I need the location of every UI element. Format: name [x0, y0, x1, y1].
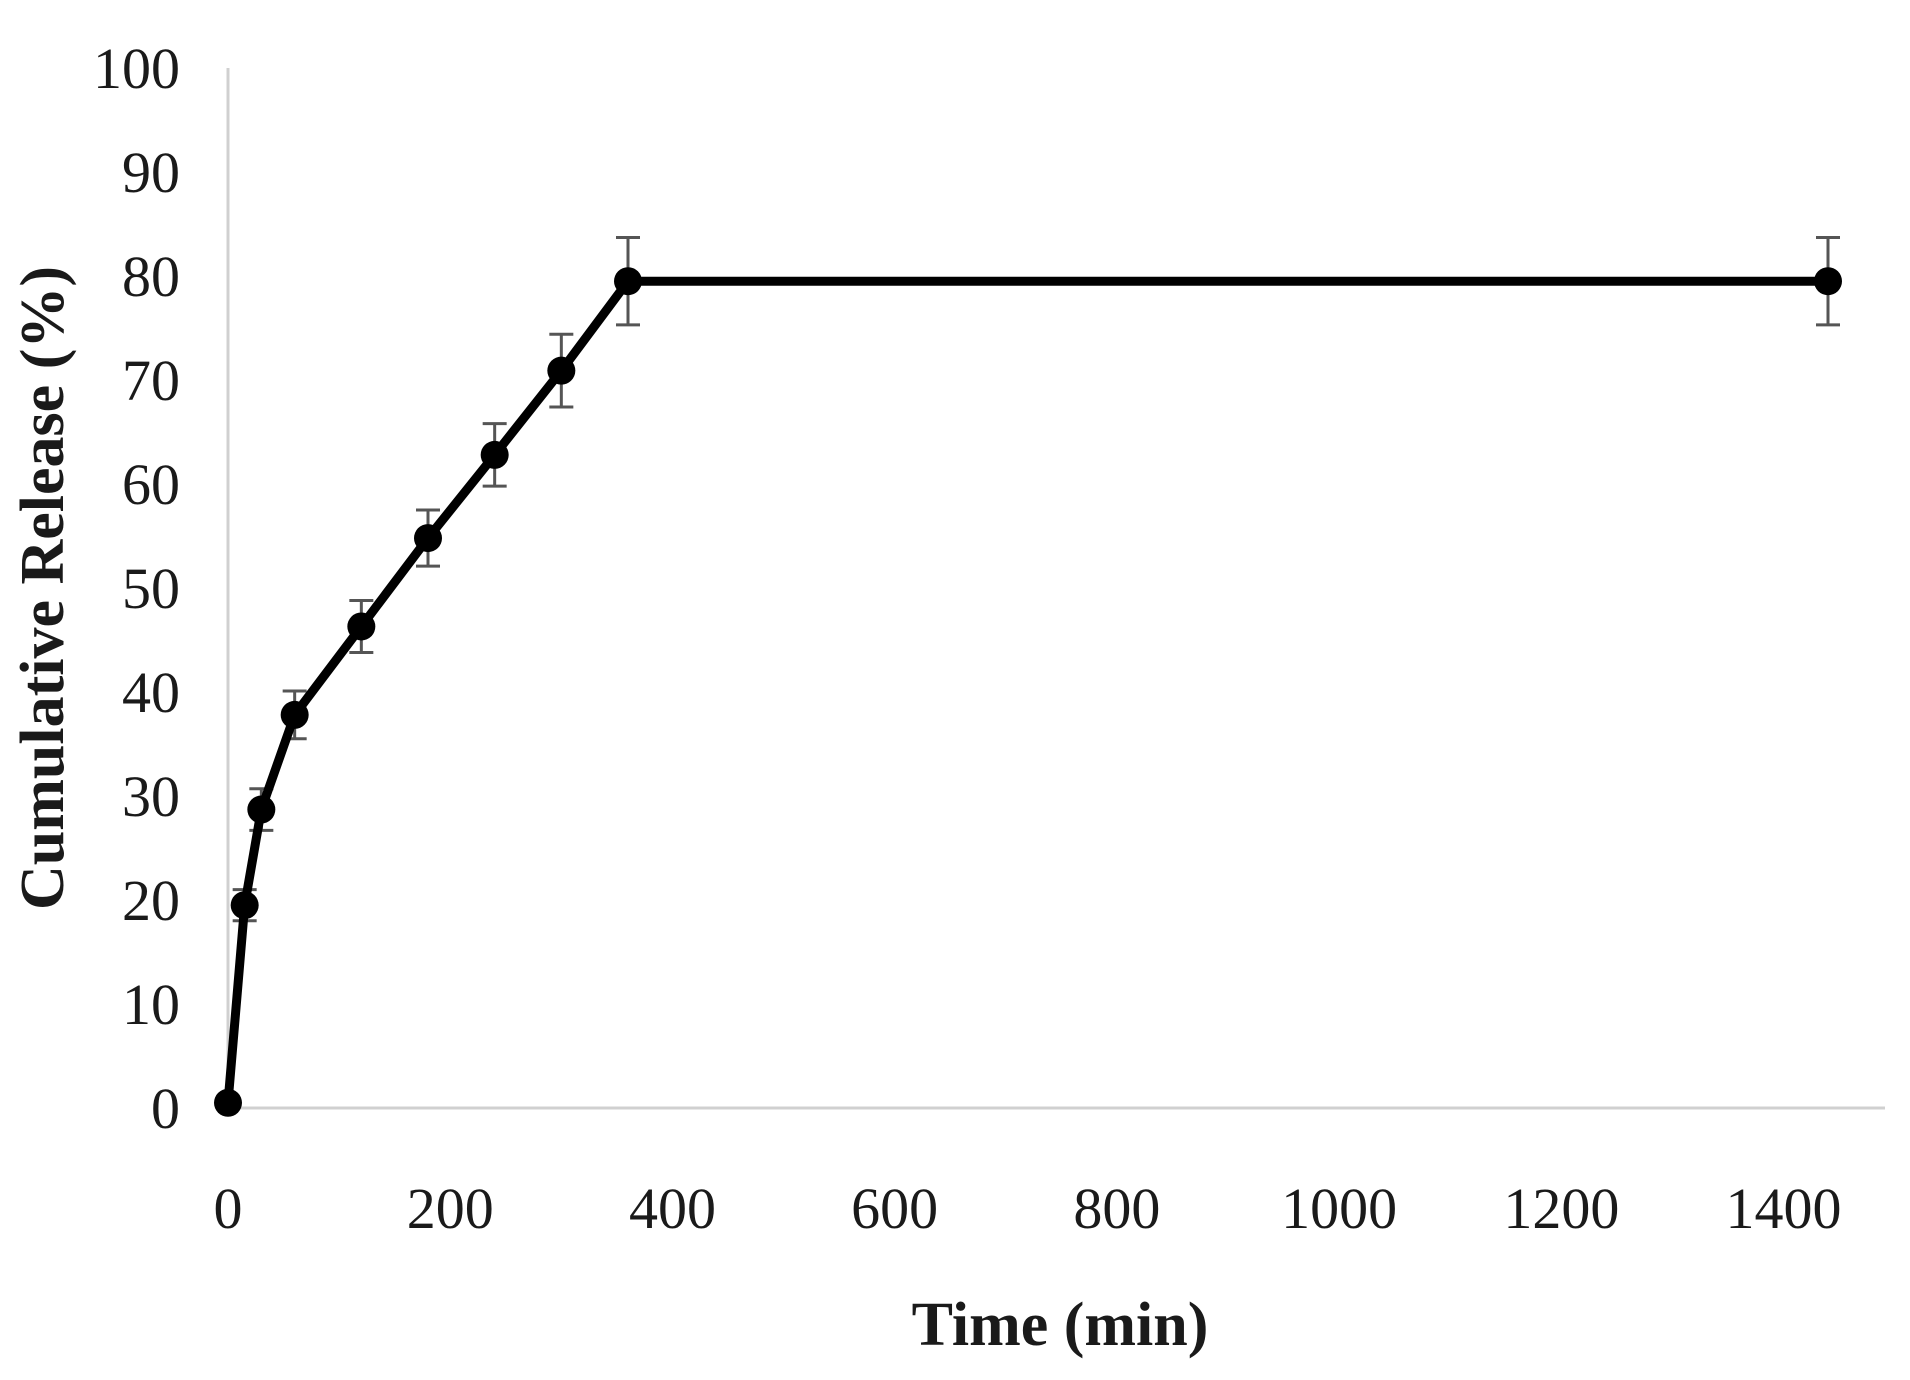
x-tick-label: 1000 — [1281, 1176, 1397, 1241]
y-tick-label: 20 — [122, 868, 180, 933]
x-tick-label: 800 — [1073, 1176, 1160, 1241]
x-tick-label: 1400 — [1726, 1176, 1842, 1241]
data-point — [414, 524, 442, 553]
y-tick-label: 70 — [122, 348, 180, 413]
data-point — [347, 612, 376, 641]
x-tick-label: 0 — [214, 1176, 243, 1241]
x-tick-label: 1200 — [1503, 1176, 1619, 1241]
series-line — [223, 276, 1833, 1108]
error-bars — [232, 236, 1840, 923]
data-point — [1814, 267, 1842, 296]
y-tick-label: 10 — [122, 972, 180, 1037]
y-tick-label: 30 — [122, 764, 180, 829]
y-tick-label: 90 — [122, 140, 180, 205]
x-tick-label: 600 — [851, 1176, 938, 1241]
y-tick-label: 80 — [122, 244, 180, 309]
y-tick-label: 100 — [93, 36, 180, 101]
x-tick-label: 200 — [407, 1176, 494, 1241]
data-point — [247, 795, 276, 824]
x-tick-labels: 0 200 400 600 800 1000 1200 1400 — [214, 1176, 1842, 1241]
y-tick-labels: 0 10 20 30 40 50 60 70 80 90 100 — [93, 36, 180, 1141]
data-point — [230, 891, 259, 920]
data-point — [547, 356, 576, 385]
x-tick-label: 400 — [629, 1176, 716, 1241]
y-axis-title: Cumulative Release (%) — [9, 266, 77, 910]
data-point — [280, 700, 309, 729]
y-tick-label: 50 — [122, 556, 180, 621]
data-point — [614, 267, 642, 296]
y-tick-label: 40 — [122, 660, 180, 725]
y-tick-label: 60 — [122, 452, 180, 517]
y-tick-label: 0 — [151, 1076, 180, 1141]
x-axis-title: Time (min) — [912, 1291, 1209, 1359]
data-point — [480, 440, 509, 469]
data-markers — [214, 267, 1842, 1117]
data-point — [214, 1088, 242, 1117]
